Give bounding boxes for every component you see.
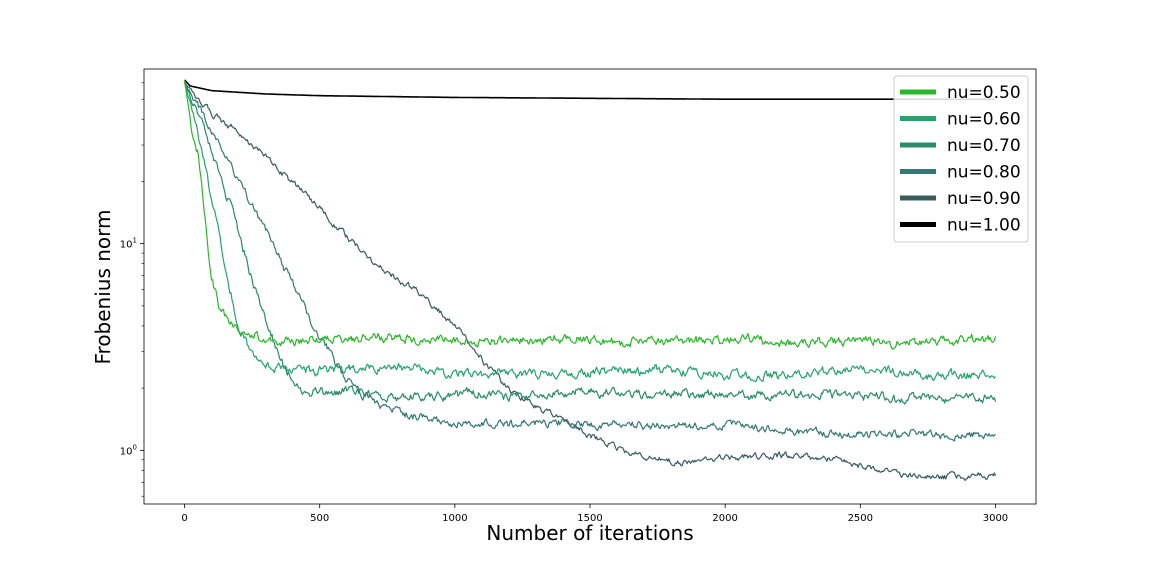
series-line bbox=[183, 82, 996, 442]
x-tick-label: 0 bbox=[181, 513, 187, 524]
y-tick-label: 100 bbox=[120, 443, 137, 457]
legend-label: nu=0.50 bbox=[947, 83, 1021, 103]
legend-label: nu=0.60 bbox=[947, 110, 1021, 130]
x-axis-label: Number of iterations bbox=[486, 521, 693, 545]
series-line bbox=[183, 82, 997, 383]
x-tick-label: 2500 bbox=[848, 513, 873, 524]
y-tick-base: 10 bbox=[120, 446, 133, 457]
legend-label: nu=0.70 bbox=[947, 136, 1021, 156]
series-group bbox=[183, 79, 997, 481]
x-tick-label: 2000 bbox=[712, 513, 737, 524]
x-tick-label: 1000 bbox=[442, 513, 467, 524]
series-line bbox=[184, 82, 997, 481]
y-axis-label: Frobenius norm bbox=[91, 209, 115, 364]
plot-area-background bbox=[144, 69, 1036, 504]
legend-label: nu=0.90 bbox=[947, 189, 1021, 209]
legend: nu=0.50 nu=0.60 nu=0.70 nu=0.80 nu=0.90 nu=1.… bbox=[893, 75, 1029, 243]
y-tick-base: 10 bbox=[120, 240, 133, 251]
x-axis-ticks: 0 500 1000 1500 2000 2500 3000 bbox=[181, 504, 1008, 524]
y-tick-exponent: 1 bbox=[133, 237, 137, 245]
y-tick-exponent: 0 bbox=[133, 443, 137, 451]
legend-label: nu=1.00 bbox=[947, 216, 1021, 236]
series-line bbox=[183, 79, 996, 100]
series-line bbox=[183, 82, 997, 405]
y-tick-label: 101 bbox=[120, 237, 137, 251]
x-tick-label: 500 bbox=[310, 513, 329, 524]
x-tick-label: 3000 bbox=[983, 513, 1008, 524]
legend-label: nu=0.80 bbox=[947, 163, 1021, 183]
series-line bbox=[183, 79, 997, 350]
x-tick-label: 1500 bbox=[577, 513, 602, 524]
